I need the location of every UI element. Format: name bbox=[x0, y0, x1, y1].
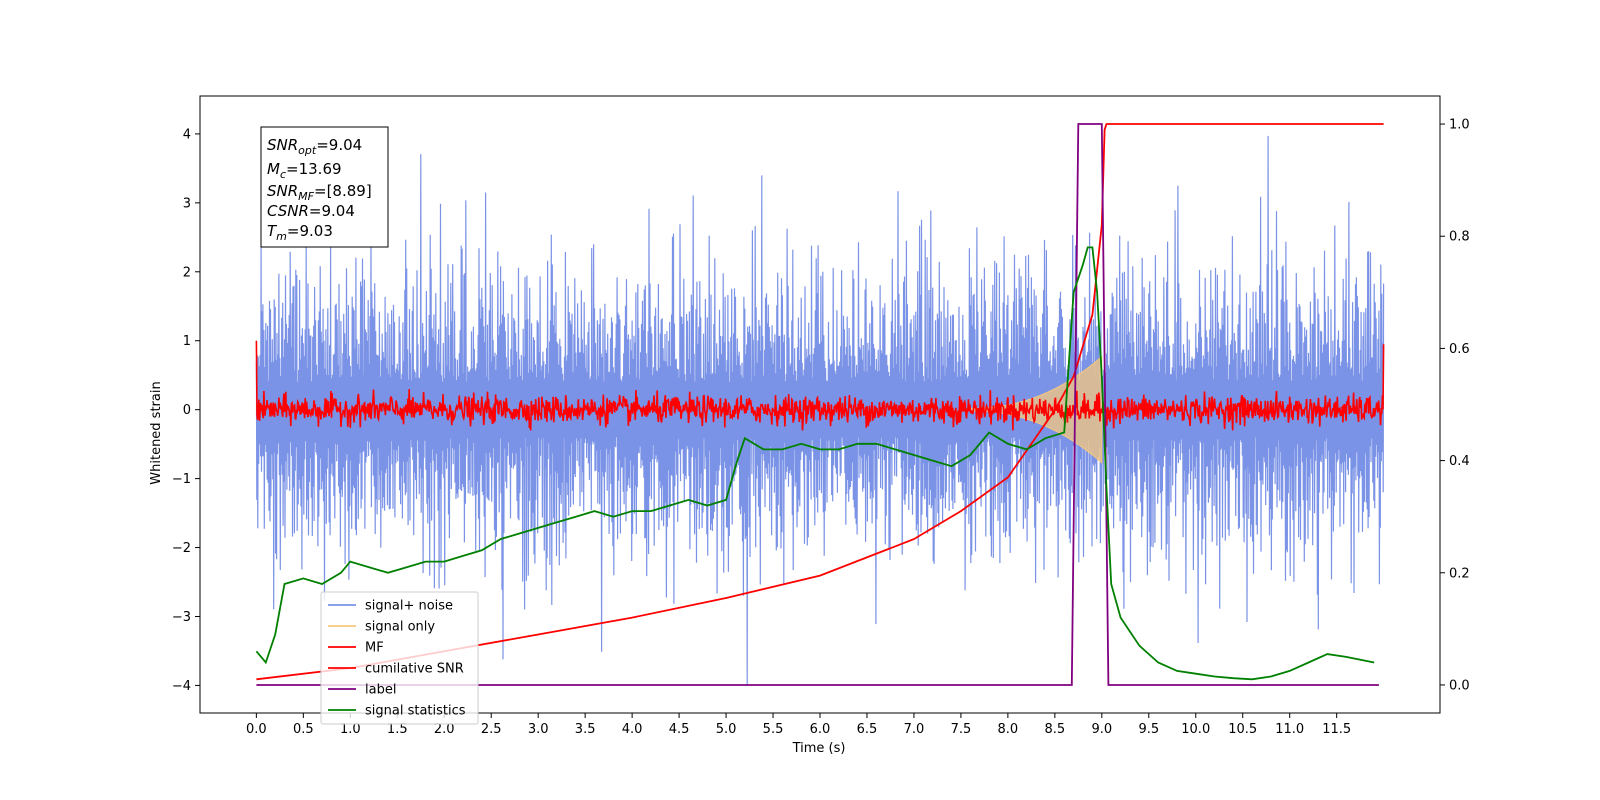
info-snr-mf-main: SNR bbox=[267, 182, 298, 200]
info-snr-opt: SNRopt=9.04 bbox=[267, 136, 362, 157]
y-right-tick-label: 1.0 bbox=[1449, 118, 1470, 133]
y-axis-title: Whitened strain bbox=[149, 381, 164, 484]
label-line bbox=[256, 123, 1379, 686]
y-left-tick-label: 1 bbox=[183, 334, 191, 349]
legend-label: signal+ noise bbox=[365, 599, 453, 614]
x-tick-label: 5.0 bbox=[716, 722, 737, 737]
signal-noise-line bbox=[255, 135, 1385, 686]
x-tick-label: 3.0 bbox=[528, 722, 549, 737]
signal-statistics-line bbox=[255, 246, 1375, 681]
y-left-tick-label: −4 bbox=[172, 679, 191, 694]
x-tick-label: 11.0 bbox=[1275, 722, 1304, 737]
x-tick-label: 2.5 bbox=[481, 722, 502, 737]
info-tm-main: T bbox=[267, 222, 278, 240]
x-tick-label: 7.0 bbox=[904, 722, 925, 737]
info-tm-sub: m bbox=[276, 230, 287, 243]
y-right-tick-label: 0.8 bbox=[1449, 230, 1470, 245]
legend-label: signal statistics bbox=[365, 704, 466, 719]
info-csnr-main: CSNR bbox=[267, 202, 309, 220]
legend-label: label bbox=[365, 683, 396, 698]
x-tick-label: 6.5 bbox=[857, 722, 878, 737]
y-axis-right: 0.0 0.2 0.4 0.6 0.8 1.0 bbox=[1440, 118, 1470, 693]
signal-noise-series bbox=[255, 135, 1385, 686]
info-mc: Mc=13.69 bbox=[267, 160, 342, 181]
info-snr-mf-value: =[8.89] bbox=[314, 182, 372, 200]
x-tick-label: 8.5 bbox=[1045, 722, 1066, 737]
y-left-tick-label: 0 bbox=[183, 403, 191, 418]
info-snr-opt-value: =9.04 bbox=[316, 136, 362, 154]
y-left-tick-label: −2 bbox=[172, 541, 191, 556]
info-snr-opt-sub: opt bbox=[298, 144, 317, 157]
legend-label: MF bbox=[365, 641, 384, 656]
y-left-tick-label: −1 bbox=[172, 472, 191, 487]
x-tick-label: 0.5 bbox=[293, 722, 314, 737]
x-tick-label: 9.0 bbox=[1091, 722, 1112, 737]
y-left-tick-label: −3 bbox=[172, 610, 191, 625]
x-tick-label: 1.5 bbox=[387, 722, 408, 737]
x-tick-label: 7.5 bbox=[951, 722, 972, 737]
x-tick-label: 9.5 bbox=[1138, 722, 1159, 737]
y-right-tick-label: 0.2 bbox=[1449, 566, 1470, 581]
info-csnr: CSNR=9.04 bbox=[267, 202, 355, 220]
x-axis-title: Time (s) bbox=[792, 741, 846, 756]
y-right-tick-label: 0.4 bbox=[1449, 454, 1470, 469]
x-tick-label: 2.0 bbox=[434, 722, 455, 737]
x-tick-label: 4.0 bbox=[622, 722, 643, 737]
x-tick-label: 1.0 bbox=[340, 722, 361, 737]
y-left-tick-label: 4 bbox=[183, 127, 191, 142]
x-tick-label: 6.0 bbox=[810, 722, 831, 737]
mf-series bbox=[255, 340, 1385, 431]
info-snr-mf-sub: MF bbox=[298, 190, 314, 203]
info-csnr-value: =9.04 bbox=[309, 202, 355, 220]
info-mc-sub: c bbox=[280, 168, 286, 181]
x-axis: 0.0 0.5 1.0 1.5 2.0 2.5 3.0 3.5 4.0 4.5 5.0 5.5 6.0 6… bbox=[246, 713, 1351, 737]
info-box: SNRopt=9.04 Mc=13.69 SNRMF=[8.89] CSNR=9… bbox=[260, 126, 389, 248]
mf-line bbox=[255, 340, 1385, 431]
y-axis-left: −4 −3 −2 −1 0 1 2 3 4 bbox=[172, 127, 200, 694]
x-tick-label: 3.5 bbox=[575, 722, 596, 737]
signal-statistics-series bbox=[255, 246, 1375, 681]
legend-frame bbox=[320, 591, 479, 725]
x-tick-label: 4.5 bbox=[669, 722, 690, 737]
info-tm-value: =9.03 bbox=[287, 222, 333, 240]
info-tm: Tm=9.03 bbox=[267, 222, 333, 243]
info-mc-main: M bbox=[267, 160, 280, 178]
x-tick-label: 8.0 bbox=[998, 722, 1019, 737]
info-snr-mf: SNRMF=[8.89] bbox=[267, 182, 372, 203]
legend-label: cumilative SNR bbox=[365, 662, 464, 677]
info-box-frame bbox=[260, 126, 389, 248]
x-tick-label: 10.0 bbox=[1181, 722, 1210, 737]
info-mc-value: =13.69 bbox=[286, 160, 342, 178]
legend-label: signal only bbox=[365, 620, 435, 635]
x-tick-label: 10.5 bbox=[1228, 722, 1257, 737]
y-right-tick-label: 0.6 bbox=[1449, 342, 1470, 357]
y-left-tick-label: 2 bbox=[183, 265, 191, 280]
x-tick-label: 5.5 bbox=[763, 722, 784, 737]
info-snr-opt-main: SNR bbox=[267, 136, 298, 154]
label-series bbox=[256, 123, 1379, 686]
x-tick-label: 11.5 bbox=[1322, 722, 1351, 737]
x-tick-label: 0.0 bbox=[246, 722, 267, 737]
y-right-tick-label: 0.0 bbox=[1449, 678, 1470, 693]
plot-area bbox=[255, 123, 1385, 686]
y-left-tick-label: 3 bbox=[183, 196, 191, 211]
legend: signal+ noise signal only MF cumilative SNR… bbox=[320, 591, 479, 725]
